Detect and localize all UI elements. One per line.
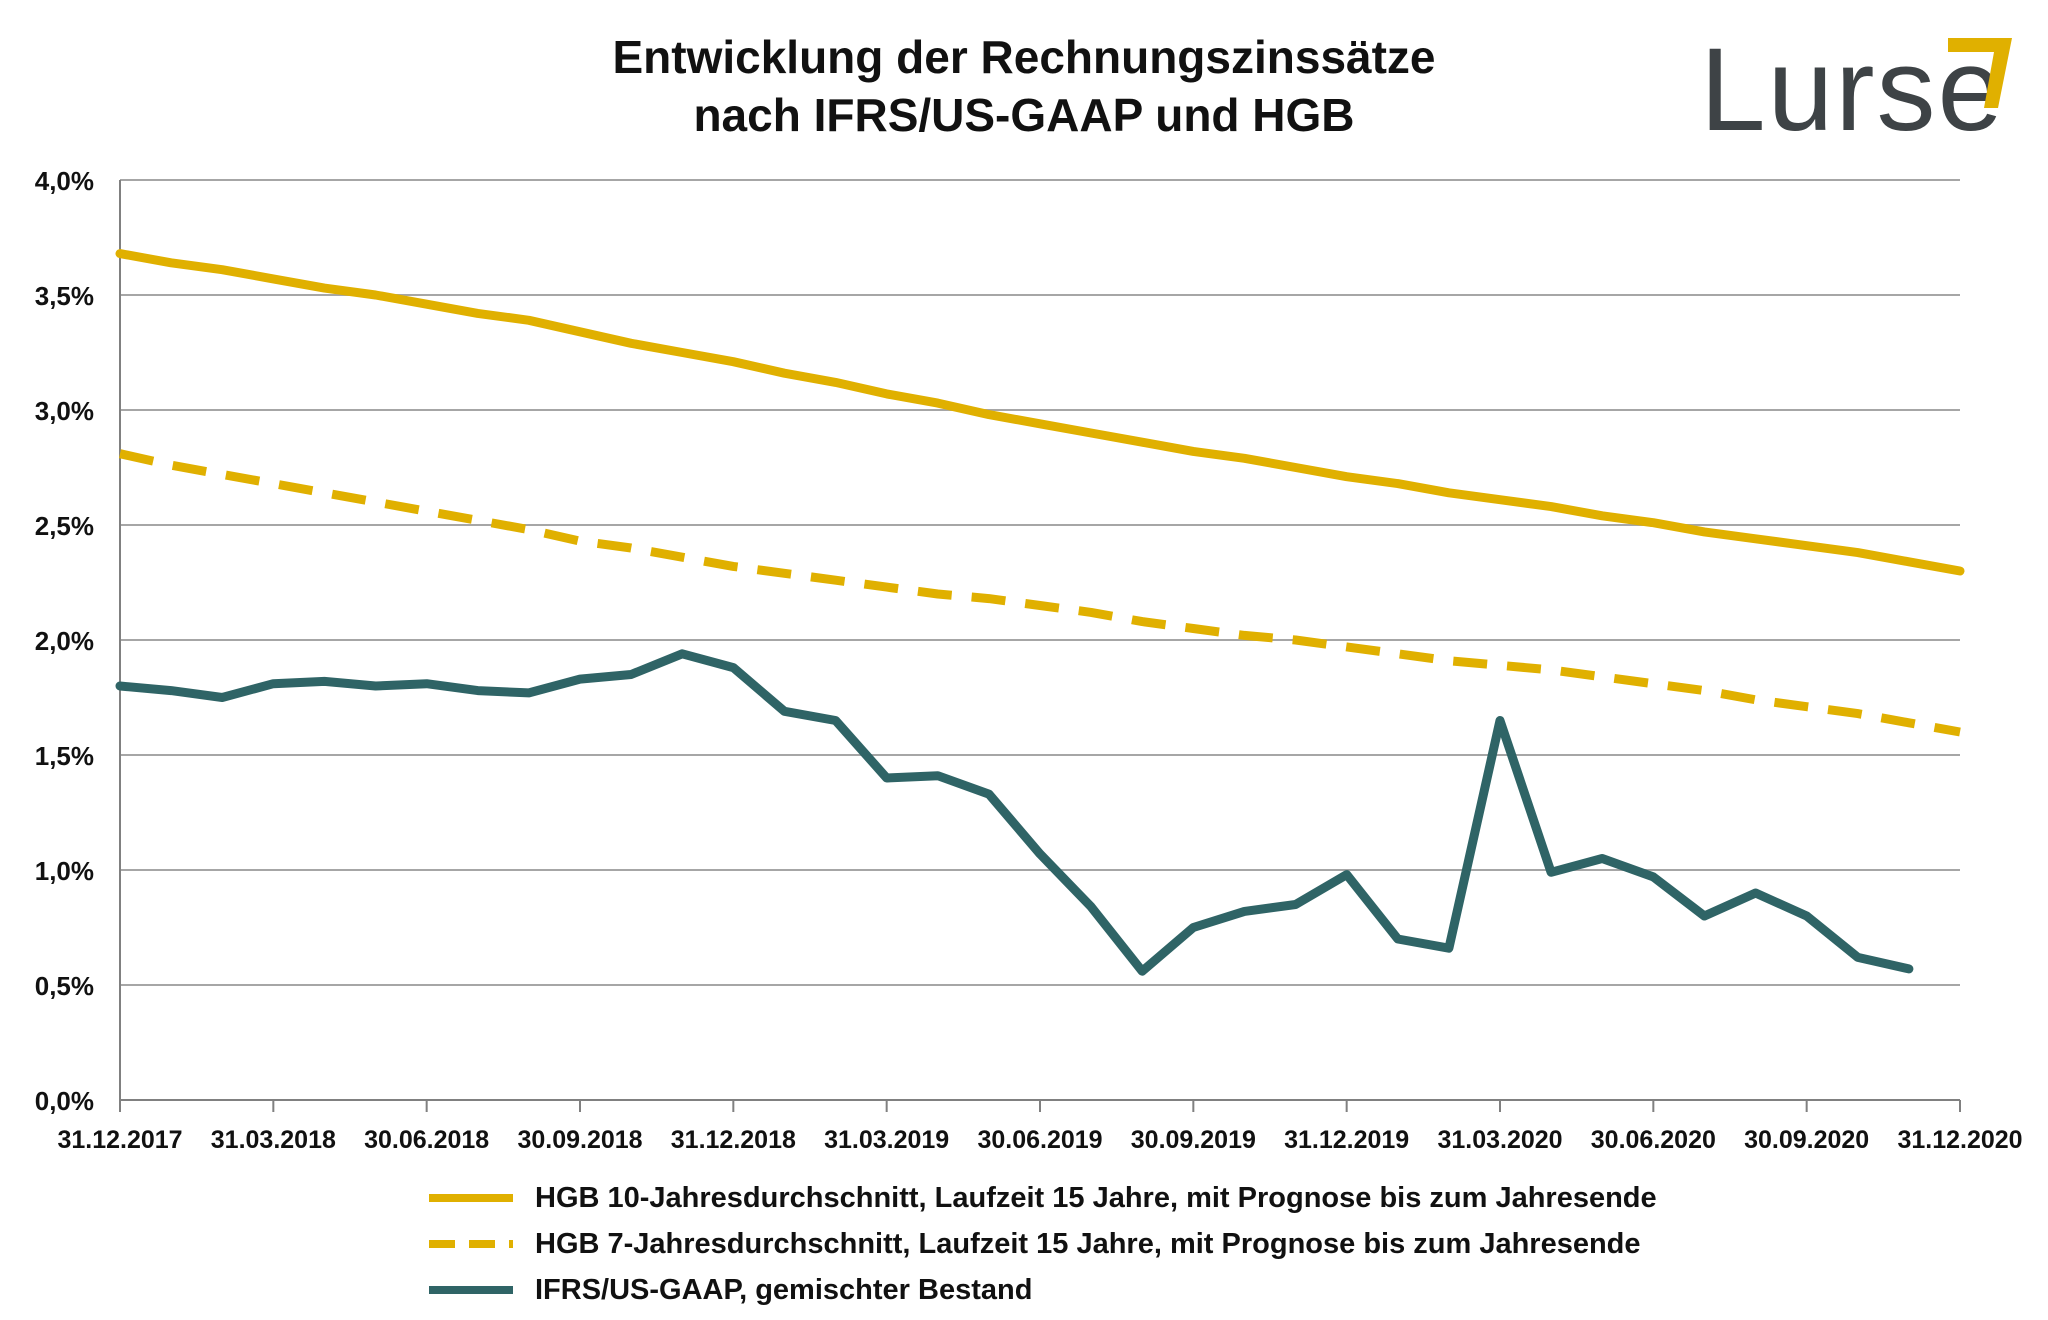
x-tick-label: 31.03.2019	[824, 1126, 949, 1154]
x-tick-label: 31.03.2020	[1437, 1126, 1562, 1154]
y-tick-label: 4,0%	[35, 166, 94, 196]
legend-swatch-hgb-10	[429, 1194, 513, 1202]
x-tick-label: 30.06.2020	[1591, 1126, 1716, 1154]
legend: HGB 10-Jahresdurchschnitt, Laufzeit 15 J…	[425, 1175, 1657, 1313]
legend-item-hgb-7: HGB 7-Jahresdurchschnitt, Laufzeit 15 Ja…	[425, 1221, 1657, 1267]
legend-item-hgb-10: HGB 10-Jahresdurchschnitt, Laufzeit 15 J…	[425, 1175, 1657, 1221]
lurse-logo: Lurse	[1700, 30, 2030, 150]
chart-title-line-2: nach IFRS/US-GAAP und HGB	[693, 89, 1355, 141]
x-tick-label: 31.12.2019	[1284, 1126, 1409, 1154]
x-tick-label: 30.09.2018	[517, 1126, 642, 1154]
y-tick-label: 3,5%	[35, 281, 94, 311]
legend-label-hgb-7: HGB 7-Jahresdurchschnitt, Laufzeit 15 Ja…	[535, 1227, 1641, 1260]
y-tick-label: 0,0%	[35, 1086, 94, 1116]
legend-item-ifrs: IFRS/US-GAAP, gemischter Bestand	[425, 1267, 1657, 1313]
y-tick-label: 1,0%	[35, 856, 94, 886]
x-tick-label: 30.09.2019	[1131, 1126, 1256, 1154]
y-tick-label: 0,5%	[35, 971, 94, 1001]
legend-label-hgb-10: HGB 10-Jahresdurchschnitt, Laufzeit 15 J…	[535, 1181, 1657, 1214]
y-tick-label: 2,0%	[35, 626, 94, 656]
x-tick-label: 30.09.2020	[1744, 1126, 1869, 1154]
chart-title-line-1: Entwicklung der Rechnungszinssätze	[612, 31, 1436, 83]
chart-title: Entwicklung der Rechnungszinssätze nach …	[0, 28, 2048, 144]
x-tick-label: 31.12.2018	[671, 1126, 796, 1154]
series-line-1	[115, 249, 1965, 576]
series-line-2	[119, 449, 1961, 737]
logo-arrow-icon	[1948, 38, 2012, 108]
x-tick-label: 30.06.2018	[364, 1126, 489, 1154]
legend-swatch-hgb-7	[429, 1240, 513, 1248]
legend-label-ifrs: IFRS/US-GAAP, gemischter Bestand	[535, 1273, 1033, 1306]
y-tick-label: 3,0%	[35, 396, 94, 426]
legend-swatch-ifrs	[429, 1286, 513, 1294]
y-tick-label: 1,5%	[35, 741, 94, 771]
x-tick-label: 31.12.2017	[57, 1126, 182, 1154]
x-tick-label: 30.06.2019	[977, 1126, 1102, 1154]
y-tick-label: 2,5%	[35, 511, 94, 541]
x-tick-label: 31.12.2020	[1897, 1126, 2022, 1154]
x-tick-label: 31.03.2018	[211, 1126, 336, 1154]
series-line-3	[115, 649, 1914, 976]
